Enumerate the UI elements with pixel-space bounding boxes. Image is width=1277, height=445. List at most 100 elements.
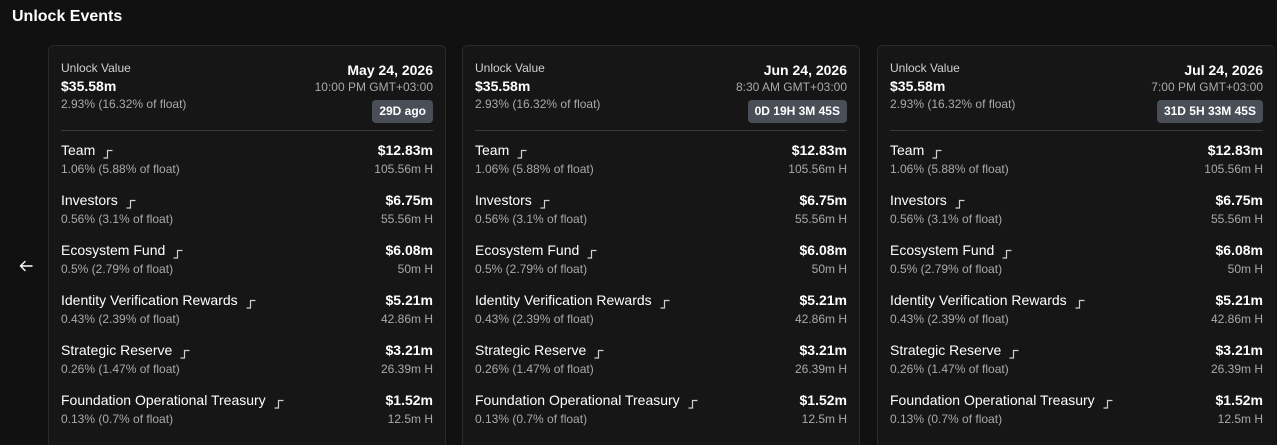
- step-unlock-icon: [1002, 245, 1012, 259]
- allocation-percent: 1.06% (5.88% of float): [61, 162, 180, 176]
- allocation-name: Investors: [890, 192, 947, 208]
- allocation-percent: 0.43% (2.39% of float): [61, 312, 180, 326]
- allocation-name: Ecosystem Fund: [475, 242, 580, 258]
- unlock-date: Jul 24, 2026: [1184, 62, 1263, 78]
- allocation-tokens: 105.56m H: [374, 162, 433, 176]
- allocation-tokens: 55.56m H: [1210, 212, 1263, 226]
- allocation-amount: $12.83m: [1207, 142, 1263, 158]
- allocation-percent: 0.13% (0.7% of float): [61, 412, 174, 426]
- unlock-event-card: Unlock Value $35.58m 2.93% (16.32% of fl…: [48, 45, 446, 445]
- allocation-row: Identity Verification Rewards 0.43% (2.3…: [890, 289, 1263, 339]
- allocation-name: Team: [475, 142, 510, 158]
- allocation-row: Foundation Operational Treasury 0.13% (0…: [61, 389, 433, 439]
- allocation-row: Team 1.06% (5.88% of float) $12.83m 105.…: [890, 139, 1263, 189]
- allocation-list: Team 1.06% (5.88% of float) $12.83m 105.…: [61, 131, 433, 439]
- allocation-amount: $1.52m: [385, 392, 433, 408]
- unlock-date: May 24, 2026: [347, 62, 433, 78]
- step-unlock-icon: [173, 245, 183, 259]
- allocation-name: Team: [61, 142, 96, 158]
- allocation-amount: $5.21m: [799, 292, 847, 308]
- allocation-tokens: 50m H: [397, 262, 433, 276]
- allocation-name: Foundation Operational Treasury: [890, 392, 1095, 408]
- allocation-amount: $3.21m: [799, 342, 847, 358]
- step-unlock-icon: [955, 195, 965, 209]
- allocation-tokens: 26.39m H: [1210, 362, 1263, 376]
- allocation-amount: $5.21m: [1215, 292, 1263, 308]
- allocation-name: Team: [890, 142, 925, 158]
- allocation-amount: $5.21m: [385, 292, 433, 308]
- allocation-name: Investors: [475, 192, 532, 208]
- allocation-amount: $3.21m: [385, 342, 433, 358]
- previous-arrow-button[interactable]: [14, 256, 38, 276]
- allocation-name: Identity Verification Rewards: [61, 292, 238, 308]
- allocation-row: Strategic Reserve 0.26% (1.47% of float)…: [61, 339, 433, 389]
- allocation-amount: $12.83m: [377, 142, 433, 158]
- step-unlock-icon: [180, 345, 190, 359]
- step-unlock-icon: [587, 245, 597, 259]
- step-unlock-icon: [1103, 395, 1113, 409]
- unlock-value-label: Unlock Value: [890, 61, 960, 75]
- allocation-amount: $6.08m: [1215, 242, 1263, 258]
- allocation-percent: 0.56% (3.1% of float): [61, 212, 174, 226]
- allocation-percent: 0.26% (1.47% of float): [890, 362, 1009, 376]
- step-unlock-icon: [594, 345, 604, 359]
- allocation-tokens: 42.86m H: [794, 312, 847, 326]
- allocation-row: Ecosystem Fund 0.5% (2.79% of float) $6.…: [890, 239, 1263, 289]
- unlock-event-card: Unlock Value $35.58m 2.93% (16.32% of fl…: [877, 45, 1275, 445]
- unlock-value-label: Unlock Value: [475, 61, 545, 75]
- allocation-amount: $6.75m: [385, 192, 433, 208]
- allocation-row: Team 1.06% (5.88% of float) $12.83m 105.…: [61, 139, 433, 189]
- allocation-tokens: 42.86m H: [380, 312, 433, 326]
- step-unlock-icon: [1009, 345, 1019, 359]
- unlock-time: 8:30 AM GMT+03:00: [735, 80, 847, 94]
- allocation-tokens: 105.56m H: [1204, 162, 1263, 176]
- step-unlock-icon: [540, 195, 550, 209]
- unlock-value-percent: 2.93% (16.32% of float): [890, 97, 1016, 111]
- unlock-value-amount: $35.58m: [61, 78, 117, 94]
- allocation-amount: $6.08m: [799, 242, 847, 258]
- allocation-row: Identity Verification Rewards 0.43% (2.3…: [475, 289, 847, 339]
- allocation-list: Team 1.06% (5.88% of float) $12.83m 105.…: [890, 131, 1263, 439]
- countdown-badge: 0D 19H 3M 45S: [747, 100, 847, 123]
- allocation-amount: $1.52m: [799, 392, 847, 408]
- step-unlock-icon: [274, 395, 284, 409]
- allocation-amount: $3.21m: [1215, 342, 1263, 358]
- allocation-row: Team 1.06% (5.88% of float) $12.83m 105.…: [475, 139, 847, 189]
- allocation-tokens: 26.39m H: [794, 362, 847, 376]
- allocation-percent: 0.26% (1.47% of float): [475, 362, 594, 376]
- step-unlock-icon: [660, 295, 670, 309]
- allocation-name: Foundation Operational Treasury: [61, 392, 266, 408]
- unlock-time: 7:00 PM GMT+03:00: [1151, 80, 1263, 94]
- unlock-date: Jun 24, 2026: [763, 62, 847, 78]
- allocation-percent: 0.13% (0.7% of float): [475, 412, 588, 426]
- allocation-percent: 0.5% (2.79% of float): [890, 262, 1003, 276]
- step-unlock-icon: [103, 145, 113, 159]
- allocation-name: Identity Verification Rewards: [475, 292, 652, 308]
- unlock-value-amount: $35.58m: [475, 78, 531, 94]
- allocation-percent: 0.5% (2.79% of float): [475, 262, 588, 276]
- allocation-row: Identity Verification Rewards 0.43% (2.3…: [61, 289, 433, 339]
- section-title: Unlock Events: [12, 8, 123, 25]
- unlock-time: 10:00 PM GMT+03:00: [314, 80, 433, 94]
- allocation-percent: 1.06% (5.88% of float): [475, 162, 594, 176]
- allocation-amount: $6.75m: [799, 192, 847, 208]
- allocation-tokens: 50m H: [1227, 262, 1263, 276]
- allocation-name: Investors: [61, 192, 118, 208]
- step-unlock-icon: [688, 395, 698, 409]
- allocation-amount: $6.08m: [385, 242, 433, 258]
- allocation-tokens: 50m H: [811, 262, 847, 276]
- allocation-tokens: 105.56m H: [788, 162, 847, 176]
- allocation-tokens: 26.39m H: [380, 362, 433, 376]
- allocation-percent: 0.56% (3.1% of float): [890, 212, 1003, 226]
- allocation-percent: 0.43% (2.39% of float): [890, 312, 1009, 326]
- allocation-percent: 1.06% (5.88% of float): [890, 162, 1009, 176]
- unlock-value-label: Unlock Value: [61, 61, 131, 75]
- step-unlock-icon: [1075, 295, 1085, 309]
- allocation-name: Strategic Reserve: [61, 342, 173, 358]
- countdown-badge: 31D 5H 33M 45S: [1156, 100, 1263, 123]
- unlock-event-card: Unlock Value $35.58m 2.93% (16.32% of fl…: [462, 45, 860, 445]
- allocation-row: Strategic Reserve 0.26% (1.47% of float)…: [475, 339, 847, 389]
- allocation-tokens: 55.56m H: [380, 212, 433, 226]
- allocation-name: Ecosystem Fund: [890, 242, 995, 258]
- allocation-percent: 0.43% (2.39% of float): [475, 312, 594, 326]
